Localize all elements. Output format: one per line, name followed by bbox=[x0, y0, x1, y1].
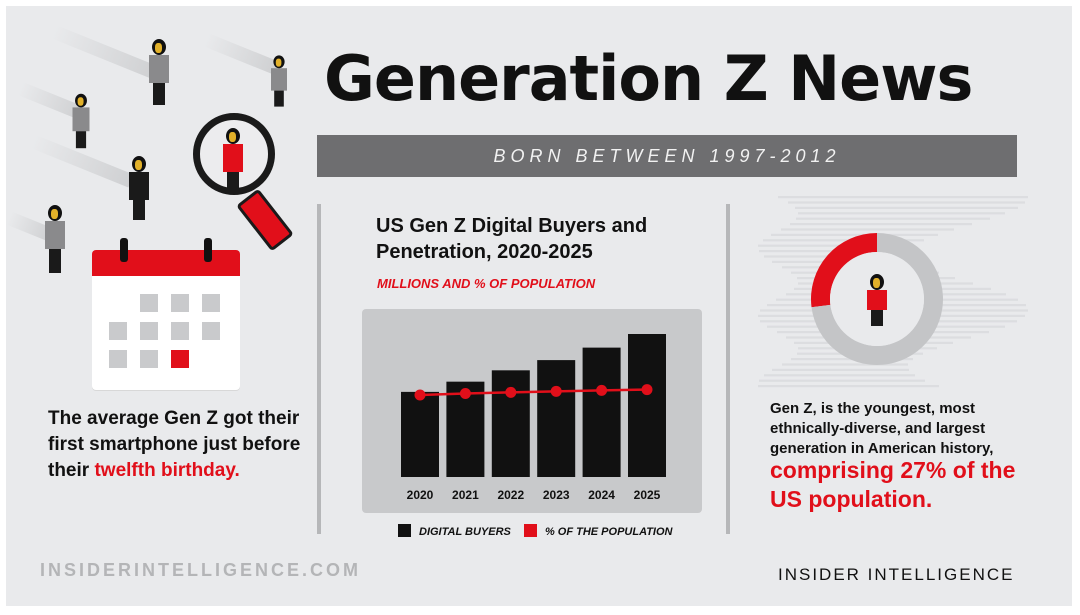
population-point bbox=[414, 389, 426, 401]
x-tick-label: 2024 bbox=[588, 488, 615, 502]
population-fact: Gen Z, is the youngest, most ethnically-… bbox=[770, 400, 994, 457]
population-point bbox=[459, 388, 471, 400]
x-tick-label: 2022 bbox=[497, 488, 524, 502]
x-tick-label: 2023 bbox=[543, 488, 570, 502]
map-stripe bbox=[790, 223, 972, 226]
legend-swatch-bars bbox=[398, 524, 411, 537]
population-fact-highlight: comprising 27% of the US population. bbox=[770, 457, 1016, 512]
bar-2023 bbox=[537, 360, 576, 477]
bar-2020 bbox=[401, 391, 439, 477]
donut-slice-genz bbox=[811, 233, 877, 308]
map-stripe bbox=[772, 368, 909, 371]
map-stripe bbox=[781, 228, 954, 231]
calendar-icon bbox=[92, 238, 240, 390]
map-stripe bbox=[771, 233, 938, 236]
divider bbox=[726, 204, 730, 534]
smartphone-fact: The average Gen Z got their first smartp… bbox=[48, 408, 301, 481]
person-icon bbox=[129, 156, 149, 220]
chart-title: US Gen Z Digital Buyers and Penetration,… bbox=[376, 215, 648, 263]
map-stripe bbox=[796, 217, 990, 220]
population-point bbox=[505, 386, 517, 398]
person-shadow bbox=[203, 33, 279, 75]
legend-item-population: % OF THE POPULATION bbox=[523, 524, 672, 538]
population-line bbox=[419, 388, 648, 397]
chart-subtitle: MILLIONS AND % OF POPULATION bbox=[377, 276, 596, 291]
person-icon bbox=[45, 205, 65, 273]
subtitle-banner: BORN BETWEEN 1997-2012 bbox=[317, 135, 1017, 177]
map-stripe bbox=[763, 239, 924, 242]
x-tick-label: 2021 bbox=[452, 488, 479, 502]
map-stripe bbox=[788, 201, 1025, 204]
map-stripe bbox=[758, 385, 939, 388]
x-tick-label: 2020 bbox=[407, 488, 434, 502]
bar-2022 bbox=[491, 370, 530, 477]
map-stripe bbox=[758, 244, 914, 247]
map-stripe bbox=[795, 206, 1018, 209]
bar-2024 bbox=[582, 347, 621, 477]
map-stripe bbox=[798, 212, 1005, 215]
population-point bbox=[550, 385, 562, 397]
map-stripe bbox=[764, 374, 915, 377]
person-icon bbox=[867, 274, 887, 326]
subtitle-text: BORN BETWEEN 1997-2012 bbox=[493, 146, 841, 166]
map-stripe bbox=[782, 363, 908, 366]
infographic-card: The average Gen Z got their first smartp… bbox=[6, 6, 1072, 606]
map-stripe bbox=[778, 196, 1028, 199]
calendar-highlight-day bbox=[171, 350, 189, 368]
population-point bbox=[596, 384, 608, 396]
legend-item-digital-buyers: DIGITAL BUYERS bbox=[398, 524, 511, 538]
smartphone-fact-highlight: twelfth birthday. bbox=[94, 460, 240, 481]
person-icon bbox=[149, 39, 169, 105]
person-icon bbox=[223, 128, 243, 192]
person-shadow bbox=[51, 25, 159, 80]
x-tick-label: 2025 bbox=[634, 488, 661, 502]
brand-logo: INSIDER INTELLIGENCE bbox=[778, 565, 1015, 584]
chart-legend: DIGITAL BUYERS % OF THE POPULATION bbox=[398, 524, 682, 540]
legend-swatch-line bbox=[523, 524, 537, 537]
person-icon bbox=[72, 93, 90, 149]
divider bbox=[317, 204, 321, 534]
site-url: INSIDERINTELLIGENCE.COM bbox=[40, 560, 362, 580]
bar-2025 bbox=[628, 334, 666, 477]
map-stripe bbox=[759, 379, 925, 382]
magnifier-handle bbox=[236, 188, 294, 252]
page-title: Generation Z News bbox=[324, 42, 973, 115]
population-point bbox=[641, 384, 653, 396]
bar-line-chart: 2020 2021 2022 2023 2024 2025 bbox=[401, 334, 666, 502]
person-icon bbox=[271, 55, 287, 107]
